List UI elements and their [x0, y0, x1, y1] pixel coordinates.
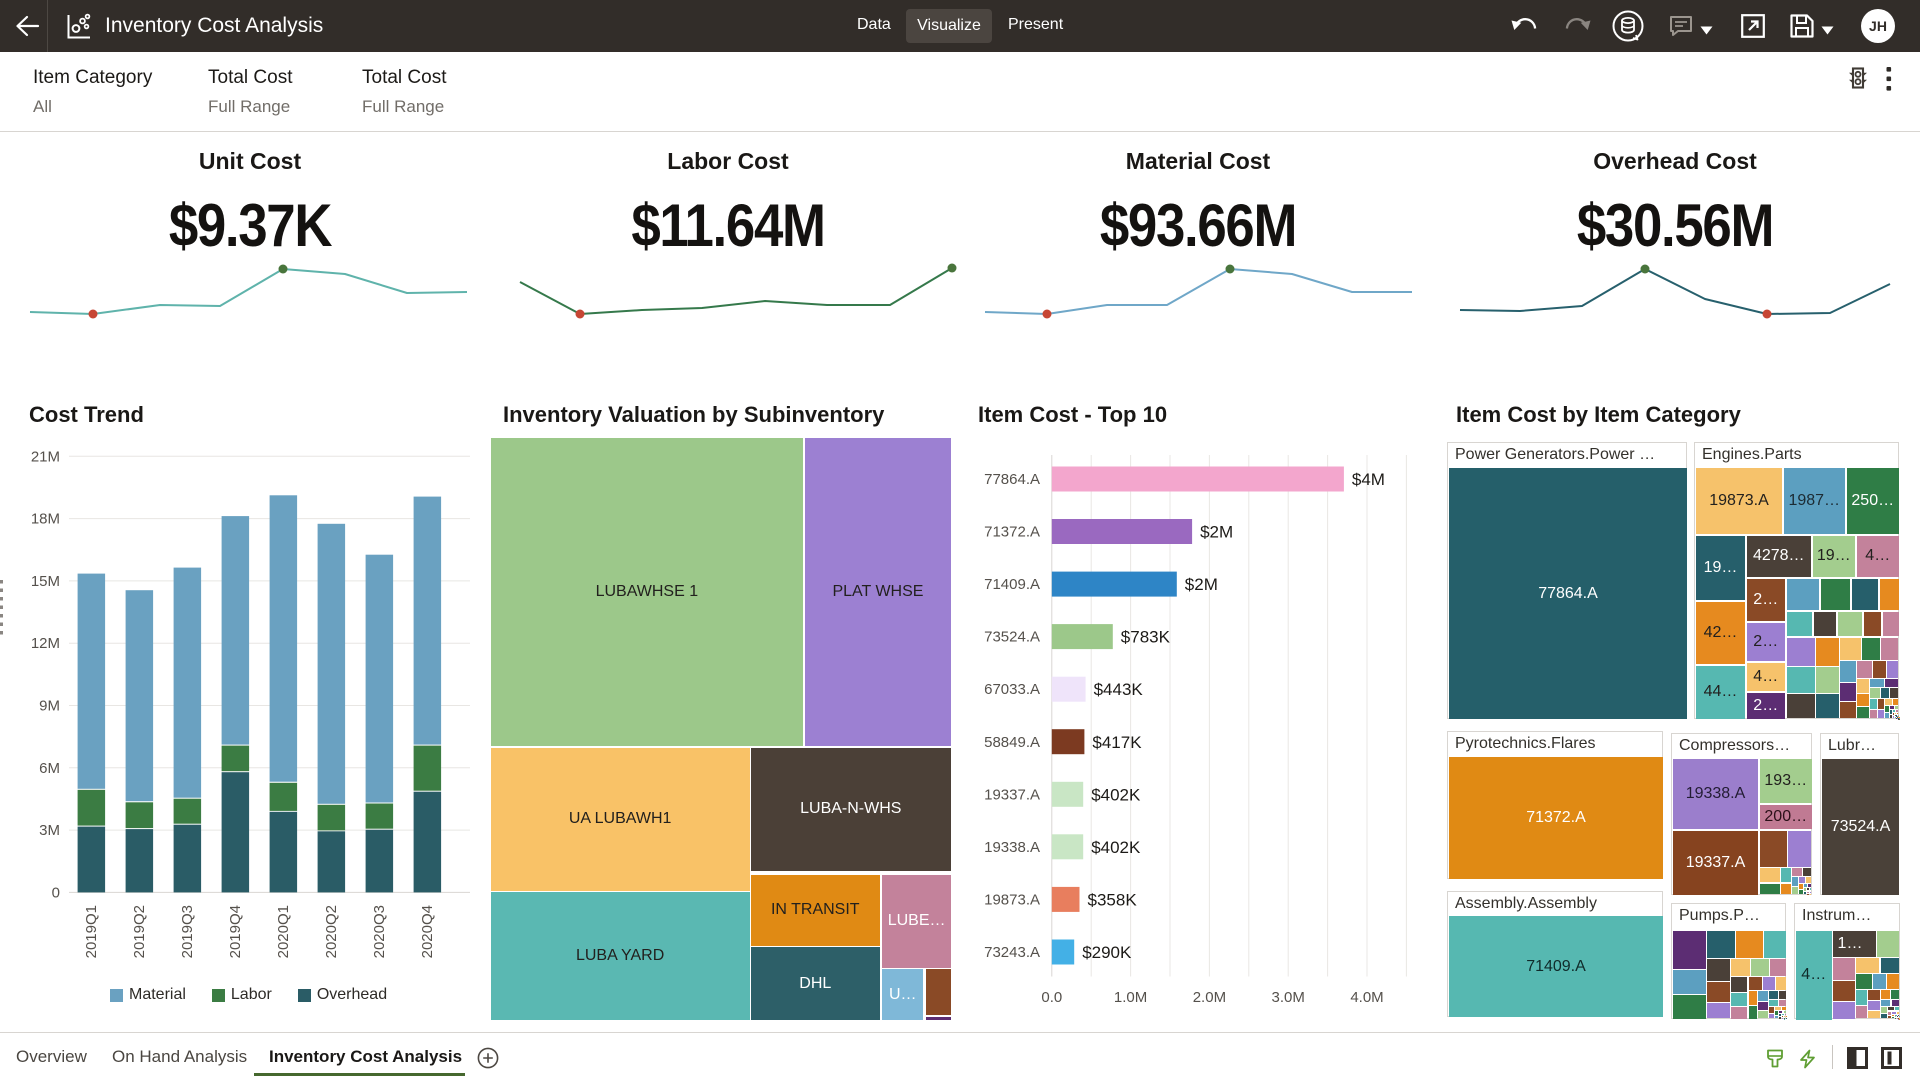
svg-text:2019Q3: 2019Q3 [179, 905, 196, 958]
svg-text:2019Q4: 2019Q4 [227, 905, 244, 958]
svg-text:58849.A: 58849.A [984, 734, 1040, 751]
svg-text:2019Q2: 2019Q2 [131, 905, 148, 958]
svg-text:2020Q4: 2020Q4 [419, 905, 436, 958]
svg-text:2020Q1: 2020Q1 [275, 905, 292, 958]
svg-text:12M: 12M [31, 635, 60, 652]
svg-text:73524.A: 73524.A [984, 629, 1040, 646]
svg-text:$417K: $417K [1092, 733, 1142, 752]
svg-text:3.0M: 3.0M [1272, 989, 1305, 1006]
svg-text:77864.A: 77864.A [984, 471, 1040, 488]
svg-text:21M: 21M [31, 448, 60, 465]
svg-text:71409.A: 71409.A [984, 576, 1040, 593]
svg-text:$402K: $402K [1091, 785, 1141, 804]
svg-text:19337.A: 19337.A [984, 786, 1040, 803]
svg-text:$783K: $783K [1121, 628, 1171, 647]
svg-text:0: 0 [52, 884, 60, 901]
svg-text:67033.A: 67033.A [984, 681, 1040, 698]
svg-text:$2M: $2M [1200, 523, 1233, 542]
svg-text:$402K: $402K [1091, 838, 1141, 857]
svg-text:15M: 15M [31, 573, 60, 590]
svg-text:6M: 6M [39, 760, 60, 777]
svg-text:0.0: 0.0 [1041, 989, 1062, 1006]
svg-text:$358K: $358K [1088, 890, 1138, 909]
svg-text:2019Q1: 2019Q1 [83, 905, 100, 958]
svg-text:$443K: $443K [1094, 680, 1144, 699]
svg-text:1.0M: 1.0M [1114, 989, 1147, 1006]
svg-text:2020Q2: 2020Q2 [323, 905, 340, 958]
svg-text:3M: 3M [39, 822, 60, 839]
svg-text:$290K: $290K [1082, 943, 1132, 962]
svg-text:73243.A: 73243.A [984, 944, 1040, 961]
svg-text:18M: 18M [31, 511, 60, 528]
svg-text:$2M: $2M [1185, 575, 1218, 594]
svg-text:19873.A: 19873.A [984, 891, 1040, 908]
svg-text:2020Q3: 2020Q3 [371, 905, 388, 958]
svg-text:19338.A: 19338.A [984, 839, 1040, 856]
svg-text:$4M: $4M [1352, 470, 1385, 489]
svg-text:4.0M: 4.0M [1350, 989, 1383, 1006]
svg-text:2.0M: 2.0M [1193, 989, 1226, 1006]
svg-text:9M: 9M [39, 698, 60, 715]
svg-text:71372.A: 71372.A [984, 524, 1040, 541]
